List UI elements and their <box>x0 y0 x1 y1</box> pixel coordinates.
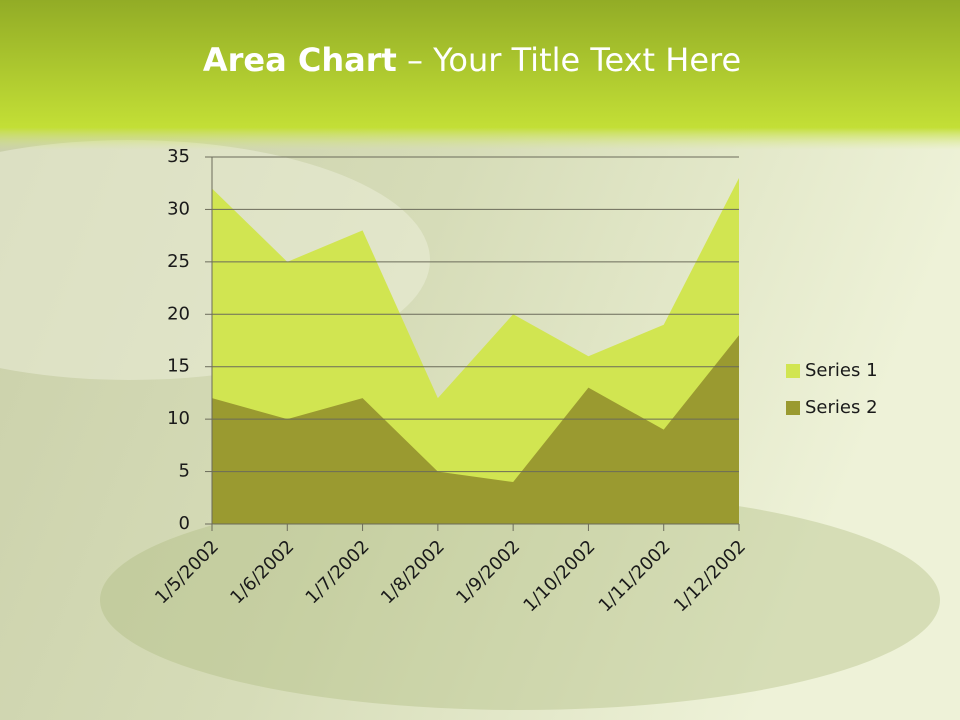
legend-swatch <box>786 364 800 378</box>
background-leaves <box>100 490 940 710</box>
y-tick-label: 20 <box>167 303 190 324</box>
area <box>212 335 739 524</box>
legend-label: Series 1 <box>805 360 878 381</box>
chart-title: Area Chart – Your Title Text Here <box>203 41 741 79</box>
y-tick-label: 35 <box>167 146 190 167</box>
title-band <box>0 0 960 150</box>
y-tick-label: 15 <box>167 356 190 377</box>
y-tick-label: 5 <box>179 461 190 482</box>
legend-swatch <box>786 401 800 415</box>
y-tick-label: 0 <box>179 513 190 534</box>
y-tick-label: 10 <box>167 408 190 429</box>
title-rest: – Your Title Text Here <box>407 41 741 79</box>
y-tick-label: 30 <box>167 198 190 219</box>
legend-label: Series 2 <box>805 397 878 418</box>
title-bold: Area Chart <box>203 41 397 79</box>
y-tick-label: 25 <box>167 251 190 272</box>
